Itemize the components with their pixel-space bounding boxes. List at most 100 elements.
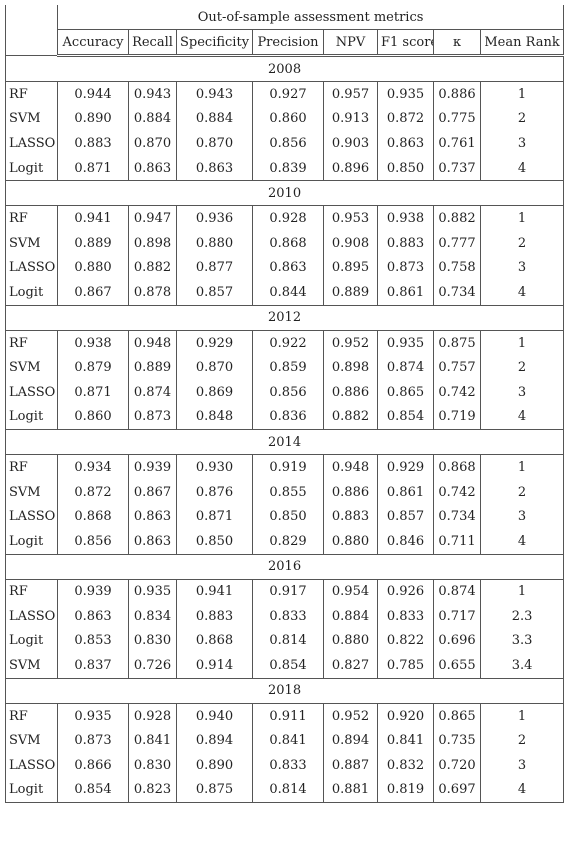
data-row: RF 0.934 0.939 0.930 0.919 0.948 0.929 0.868 1: [5, 454, 565, 480]
metric-value: 0.894: [176, 728, 253, 754]
metric-value: 0.880: [57, 255, 129, 281]
model-name: SVM: [5, 106, 58, 132]
metric-value: 0.863: [57, 604, 129, 629]
metric-value: 0.857: [377, 504, 434, 529]
metric-value: 0.865: [433, 703, 481, 729]
metric-value: 0.848: [176, 404, 253, 430]
metric-value: 0.930: [176, 454, 253, 480]
corner-cell: [5, 5, 58, 56]
metric-value: 0.834: [128, 604, 177, 629]
metric-value: 0.867: [128, 479, 177, 505]
metric-value: 0.742: [433, 479, 481, 505]
year-row: 2016: [4, 553, 565, 580]
metric-value: 0.861: [377, 280, 434, 306]
year-row: 2012: [4, 304, 565, 331]
model-name: RF: [5, 81, 58, 107]
metric-value: 0.870: [176, 131, 253, 156]
metric-value: 0.886: [323, 379, 378, 405]
year-label: 2014: [4, 429, 565, 456]
year-row: 2014: [4, 429, 565, 456]
metric-value: 0.841: [252, 728, 324, 754]
metric-value: 0.830: [128, 628, 177, 654]
metric-value: 0.954: [323, 579, 378, 605]
model-name: RF: [5, 703, 58, 729]
metric-value: 0.856: [57, 528, 129, 554]
metric-value: 0.863: [128, 504, 177, 529]
metric-value: 0.856: [252, 131, 324, 156]
metric-value: 0.875: [433, 330, 481, 356]
column-header: Precision: [252, 29, 324, 57]
table-body: Out-of-sample assessment metrics Accuracy…: [4, 5, 565, 804]
metric-value: 1: [479, 81, 565, 107]
metric-value: 0.854: [252, 653, 324, 679]
metric-value: 0.890: [57, 106, 129, 132]
metric-value: 0.890: [176, 753, 253, 778]
metric-value: 0.938: [57, 330, 129, 356]
metric-value: 0.868: [57, 504, 129, 529]
metric-value: 0.944: [57, 81, 129, 107]
data-row: SVM 0.873 0.841 0.894 0.841 0.894 0.841 0.735 2: [5, 728, 565, 754]
metric-value: 0.856: [252, 379, 324, 405]
model-name: SVM: [5, 230, 58, 256]
metric-value: 0.711: [433, 528, 481, 554]
metric-value: 2: [479, 728, 565, 754]
metric-value: 3.3: [479, 628, 565, 654]
metric-value: 0.829: [252, 528, 324, 554]
model-name: SVM: [5, 653, 58, 679]
metric-value: 0.854: [377, 404, 434, 430]
data-row: SVM 0.837 0.726 0.914 0.854 0.827 0.785 0.655 3.…: [5, 653, 565, 679]
metric-value: 0.881: [323, 777, 378, 804]
metric-value: 0.850: [252, 504, 324, 529]
header-row: Out-of-sample assessment metrics: [5, 5, 565, 56]
metric-value: 0.863: [252, 255, 324, 281]
model-name: SVM: [5, 479, 58, 505]
model-name: Logit: [5, 528, 58, 554]
metric-value: 0.896: [323, 155, 378, 181]
metric-value: 2: [479, 355, 565, 380]
column-header: Accuracy: [57, 29, 129, 57]
data-row: LASSO 0.871 0.874 0.869 0.856 0.886 0.865 0.742…: [5, 379, 565, 405]
metric-value: 0.833: [252, 753, 324, 778]
metric-value: 0.880: [176, 230, 253, 256]
metric-value: 0.940: [176, 703, 253, 729]
metric-value: 0.819: [377, 777, 434, 804]
model-name: Logit: [5, 155, 58, 181]
metric-value: 0.874: [377, 355, 434, 380]
metric-value: 0.844: [252, 280, 324, 306]
metric-value: 0.855: [252, 479, 324, 505]
data-row: SVM 0.879 0.889 0.870 0.859 0.898 0.874 0.757 2: [5, 355, 565, 380]
metric-value: 1: [479, 703, 565, 729]
data-row: Logit 0.871 0.863 0.863 0.839 0.896 0.850 0.737…: [5, 155, 565, 181]
data-row: SVM 0.889 0.898 0.880 0.868 0.908 0.883 0.777 2: [5, 230, 565, 256]
metric-value: 0.868: [176, 628, 253, 654]
year-label: 2018: [4, 677, 565, 704]
model-name: LASSO: [5, 131, 58, 156]
metric-value: 1: [479, 454, 565, 480]
metric-value: 0.871: [57, 379, 129, 405]
metric-value: 0.877: [176, 255, 253, 281]
metric-value: 0.870: [176, 355, 253, 380]
metric-value: 0.898: [323, 355, 378, 380]
metric-value: 0.936: [176, 205, 253, 231]
metric-value: 0.879: [57, 355, 129, 380]
data-row: SVM 0.890 0.884 0.884 0.860 0.913 0.872 0.775 2: [5, 106, 565, 132]
metric-value: 0.876: [176, 479, 253, 505]
metric-value: 0.894: [323, 728, 378, 754]
metric-value: 0.895: [323, 255, 378, 281]
year-label: 2010: [4, 180, 565, 207]
metric-value: 0.830: [128, 753, 177, 778]
metric-value: 0.837: [57, 653, 129, 679]
metric-value: 0.874: [128, 379, 177, 405]
metric-value: 0.827: [323, 653, 378, 679]
data-row: RF 0.935 0.928 0.940 0.911 0.952 0.920 0.865 1: [5, 703, 565, 729]
metric-value: 0.880: [323, 628, 378, 654]
metric-value: 4: [479, 528, 565, 554]
model-name: LASSO: [5, 604, 58, 629]
model-name: Logit: [5, 280, 58, 306]
model-name: RF: [5, 330, 58, 356]
metric-value: 0.939: [57, 579, 129, 605]
metric-value: 3: [479, 504, 565, 529]
metric-value: 0.866: [57, 753, 129, 778]
metric-value: 0.850: [377, 155, 434, 181]
data-row: LASSO 0.866 0.830 0.890 0.833 0.887 0.832 0.720…: [5, 753, 565, 778]
